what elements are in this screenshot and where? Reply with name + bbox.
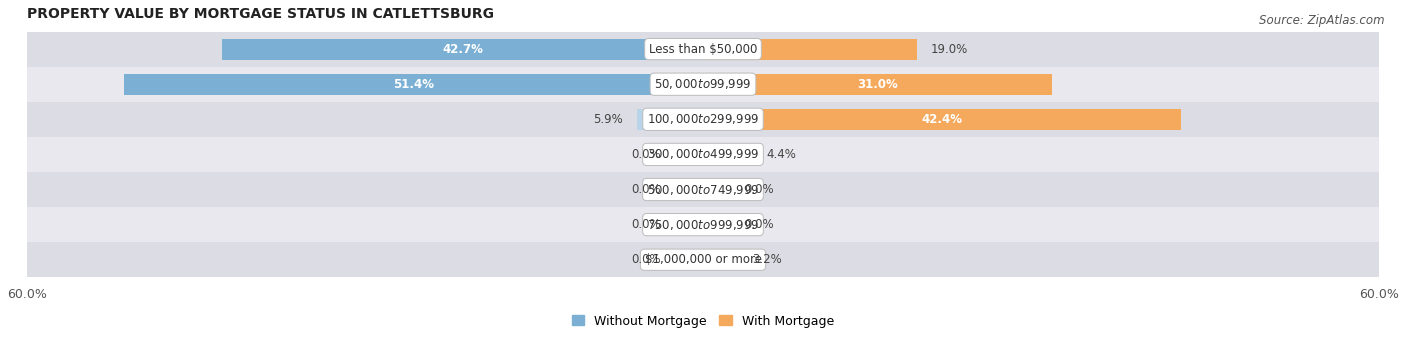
Bar xyxy=(675,179,703,200)
Bar xyxy=(637,109,703,130)
Bar xyxy=(703,39,917,60)
Text: $500,000 to $749,999: $500,000 to $749,999 xyxy=(647,182,759,196)
Legend: Without Mortgage, With Mortgage: Without Mortgage, With Mortgage xyxy=(567,310,839,333)
Bar xyxy=(703,214,731,235)
Text: 42.4%: 42.4% xyxy=(921,113,962,126)
Bar xyxy=(675,144,703,165)
Bar xyxy=(703,179,731,200)
Text: $750,000 to $999,999: $750,000 to $999,999 xyxy=(647,218,759,232)
Text: 42.7%: 42.7% xyxy=(441,43,482,56)
Bar xyxy=(703,249,740,270)
Bar xyxy=(675,249,703,270)
Text: Source: ZipAtlas.com: Source: ZipAtlas.com xyxy=(1260,14,1385,27)
Bar xyxy=(27,32,1379,66)
Bar xyxy=(124,74,703,95)
Text: 19.0%: 19.0% xyxy=(931,43,967,56)
Text: $1,000,000 or more: $1,000,000 or more xyxy=(644,253,762,266)
Bar xyxy=(27,207,1379,242)
Text: 4.4%: 4.4% xyxy=(766,148,796,161)
Bar xyxy=(703,109,1181,130)
Text: $300,000 to $499,999: $300,000 to $499,999 xyxy=(647,147,759,161)
Text: 0.0%: 0.0% xyxy=(631,218,661,231)
Text: 0.0%: 0.0% xyxy=(631,183,661,196)
Text: Less than $50,000: Less than $50,000 xyxy=(648,43,758,56)
Bar xyxy=(27,172,1379,207)
Bar xyxy=(27,242,1379,277)
Bar xyxy=(27,102,1379,137)
Text: $100,000 to $299,999: $100,000 to $299,999 xyxy=(647,112,759,126)
Bar xyxy=(27,137,1379,172)
Bar xyxy=(703,144,752,165)
Text: 0.0%: 0.0% xyxy=(745,183,775,196)
Bar xyxy=(27,66,1379,102)
Text: 31.0%: 31.0% xyxy=(858,78,898,91)
Text: $50,000 to $99,999: $50,000 to $99,999 xyxy=(654,77,752,91)
Text: 3.2%: 3.2% xyxy=(752,253,782,266)
Text: 0.0%: 0.0% xyxy=(631,148,661,161)
Text: PROPERTY VALUE BY MORTGAGE STATUS IN CATLETTSBURG: PROPERTY VALUE BY MORTGAGE STATUS IN CAT… xyxy=(27,7,494,21)
Text: 5.9%: 5.9% xyxy=(593,113,623,126)
Bar xyxy=(703,74,1052,95)
Bar xyxy=(675,214,703,235)
Bar xyxy=(222,39,703,60)
Text: 0.0%: 0.0% xyxy=(745,218,775,231)
Text: 51.4%: 51.4% xyxy=(392,78,434,91)
Text: 0.0%: 0.0% xyxy=(631,253,661,266)
